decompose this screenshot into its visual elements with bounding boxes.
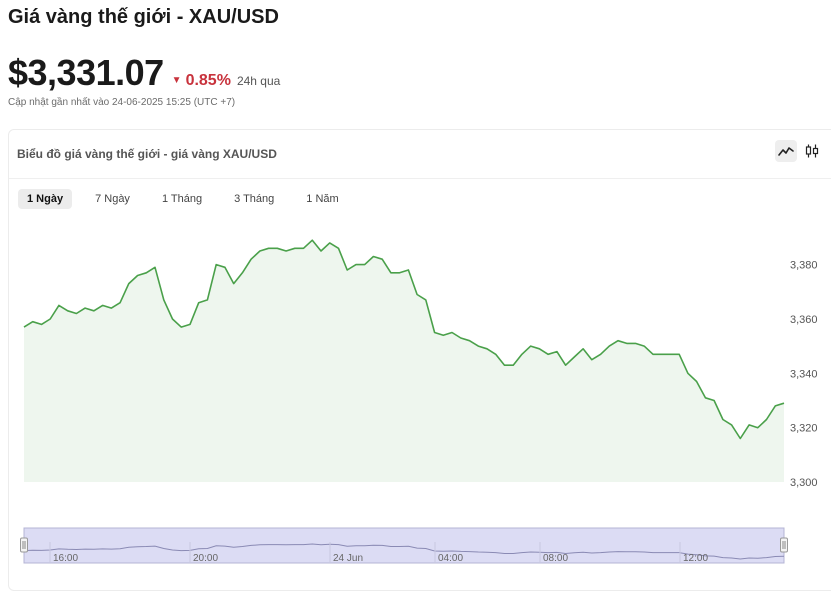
navigator-line <box>23 543 785 560</box>
timeframe-tabs: 1 Ngày 7 Ngày 1 Tháng 3 Tháng 1 Năm <box>18 189 362 209</box>
navigator-label: 24 Jun <box>333 553 363 564</box>
card-divider <box>9 178 831 179</box>
y-tick-label: 3,340 <box>790 368 818 380</box>
candlestick-button[interactable] <box>801 140 823 162</box>
down-arrow-icon: ▼ <box>171 75 182 86</box>
tab-3-months[interactable]: 3 Tháng <box>234 193 275 205</box>
navigator-label: 08:00 <box>543 553 568 564</box>
navigator-handle-right[interactable] <box>780 537 788 553</box>
current-price: $3,331.07 <box>8 52 164 93</box>
y-tick-label: 3,360 <box>790 314 818 326</box>
price-area <box>24 240 784 482</box>
candlestick-icon <box>805 144 819 158</box>
line-chart-icon <box>778 147 794 156</box>
y-tick-label: 3,380 <box>790 260 818 272</box>
price-change: ▼ 0.85% 24h qua <box>172 72 281 90</box>
navigator-label: 16:00 <box>53 553 78 564</box>
line-chart-button[interactable] <box>775 140 797 162</box>
chart-card-title: Biểu đồ giá vàng thế giới - giá vàng XAU… <box>17 147 277 161</box>
navigator-label: 04:00 <box>438 553 463 564</box>
navigator-label: 12:00 <box>683 553 708 564</box>
tab-1-day[interactable]: 1 Ngày <box>18 189 73 209</box>
navigator-handle-left[interactable] <box>20 537 28 553</box>
tab-1-month[interactable]: 1 Tháng <box>161 193 203 205</box>
price-line <box>23 239 785 440</box>
page-title: Giá vàng thế giới - XAU/USD <box>8 6 279 28</box>
price-row: $3,331.07 ▼ 0.85% 24h qua <box>8 52 280 94</box>
navigator-window <box>23 527 785 564</box>
change-percent: 0.85% <box>185 72 231 89</box>
y-tick-label: 3,300 <box>790 477 818 489</box>
navigator-label: 20:00 <box>193 553 218 564</box>
price-chart: 3,380 3,360 3,340 3,320 3,300 16:00 20:00 24 Ju… <box>20 239 818 564</box>
last-updated: Cập nhật gần nhất vào 24-06-2025 15:25 (… <box>8 97 236 108</box>
tab-1-year[interactable]: 1 Năm <box>306 193 339 205</box>
y-tick-label: 3,320 <box>790 423 818 435</box>
tab-7-days[interactable]: 7 Ngày <box>95 193 130 205</box>
change-period: 24h qua <box>236 74 281 88</box>
